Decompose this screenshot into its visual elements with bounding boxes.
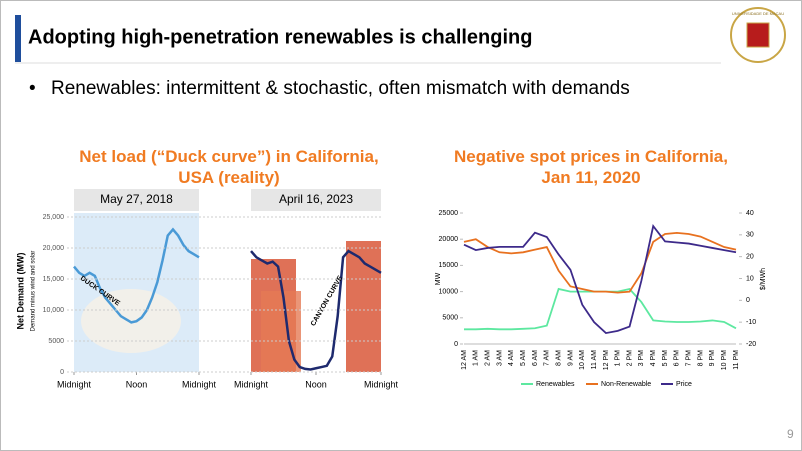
x-tick-label: Midnight (57, 379, 92, 389)
x-tick-label: Noon (305, 379, 327, 389)
y-axis-label: MW (435, 272, 442, 285)
slide-title: Adopting high-penetration renewables is … (28, 26, 532, 48)
x-tick-label: 4 AM (508, 350, 515, 366)
x-tick-label: 3 PM (638, 350, 645, 367)
legend-label: Renewables (536, 381, 575, 388)
y2-tick-label: 20 (746, 254, 754, 261)
x-tick-label: 6 AM (532, 350, 539, 366)
x-tick-label: 11 PM (733, 350, 740, 370)
series-line (463, 232, 737, 294)
x-tick-label: 5 PM (662, 350, 669, 367)
x-tick-label: 11 AM (591, 350, 598, 369)
y-tick-label: 10000 (439, 288, 459, 295)
x-tick-label: Midnight (182, 379, 217, 389)
y2-tick-label: -10 (746, 319, 756, 326)
y-axis-label: Net Demand (MW) (15, 253, 25, 330)
page-number: 9 (787, 427, 794, 441)
panel-title: April 16, 2023 (279, 192, 353, 206)
y-tick-label: 15000 (439, 262, 459, 269)
y-tick-label: 10,000 (43, 307, 65, 314)
bullet-marker: • (29, 78, 36, 99)
panel-title: May 27, 2018 (100, 192, 173, 206)
x-tick-label: 9 PM (709, 350, 716, 367)
x-tick-label: 1 PM (615, 350, 622, 367)
y-tick-label: 5000 (442, 315, 458, 322)
x-tick-label: 10 AM (579, 350, 586, 370)
y-tick-label: 20000 (439, 236, 459, 243)
y-tick-label: 15,000 (43, 276, 65, 283)
x-tick-label: 7 AM (544, 350, 551, 366)
panel-header (74, 189, 199, 211)
x-tick-label: 5 AM (520, 350, 527, 366)
y-axis-sublabel: Demand minus wind and solar (31, 251, 37, 332)
y2-tick-label: -20 (746, 341, 756, 348)
x-tick-label: 8 PM (697, 350, 704, 367)
legend-label: Non-Renewable (601, 381, 651, 388)
x-tick-label: 2 AM (484, 350, 491, 366)
chart-title: Net load (“Duck curve”) in California, U… (79, 147, 379, 187)
title-bar (15, 15, 21, 62)
panel-header (251, 189, 381, 211)
logo-text: UNIVERSIDADE DE MACAU (732, 11, 784, 16)
y2-tick-label: 40 (746, 210, 754, 217)
x-tick-label: 9 AM (567, 350, 574, 366)
x-tick-label: 7 PM (686, 350, 693, 367)
y2-tick-label: 0 (746, 297, 750, 304)
y-tick-label: 0 (60, 369, 64, 376)
x-tick-label: 12 AM (461, 350, 468, 370)
y-tick-label: 0 (454, 341, 458, 348)
x-tick-label: 1 AM (473, 350, 480, 366)
y2-axis-label: $/MWh (760, 268, 767, 290)
x-tick-label: 12 PM (603, 350, 610, 370)
x-tick-label: 8 AM (555, 350, 562, 366)
net-load-line (250, 249, 382, 371)
y-tick-label: 20,000 (43, 245, 65, 252)
x-tick-label: 3 AM (496, 350, 503, 366)
bullet-text: Renewables: intermittent & stochastic, o… (51, 78, 630, 99)
y-tick-label: 5000 (48, 338, 64, 345)
y2-tick-label: 10 (746, 275, 754, 282)
legend-label: Price (676, 381, 692, 388)
x-tick-label: Midnight (364, 379, 399, 389)
y-tick-label: 25,000 (43, 214, 65, 221)
x-tick-label: 2 PM (626, 350, 633, 367)
y2-tick-label: 30 (746, 232, 754, 239)
series-line (464, 287, 737, 331)
x-tick-label: 4 PM (650, 350, 657, 367)
net-load-line (73, 227, 200, 324)
logo-shield (746, 22, 770, 48)
chart-title: Negative spot prices in California, Jan … (454, 147, 728, 187)
x-tick-label: Midnight (234, 379, 269, 389)
x-tick-label: Noon (126, 379, 148, 389)
x-tick-label: 6 PM (674, 350, 681, 367)
y-tick-label: 25000 (439, 210, 459, 217)
series-line (463, 224, 737, 335)
x-tick-label: 10 PM (721, 350, 728, 370)
